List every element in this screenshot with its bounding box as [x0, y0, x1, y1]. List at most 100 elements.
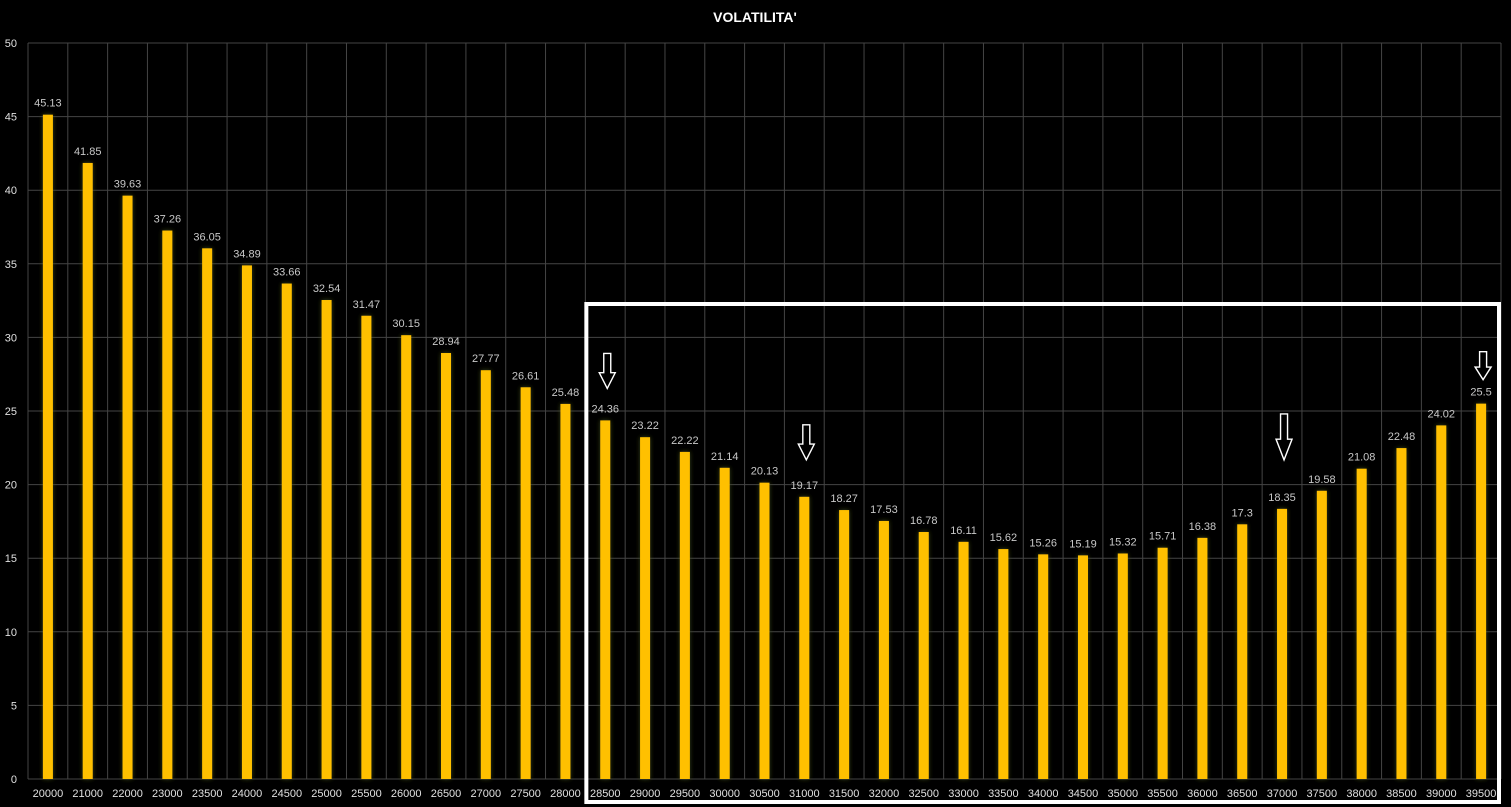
bar-21000 — [82, 162, 93, 779]
bar-37000 — [1277, 508, 1288, 779]
data-label-31500: 18.27 — [830, 493, 858, 505]
x-tick-label-30000: 30000 — [709, 788, 740, 800]
bar-28500 — [600, 420, 611, 779]
bar-36000 — [1197, 537, 1208, 779]
x-tick-label-36500: 36500 — [1227, 788, 1258, 800]
data-label-22000: 39.63 — [114, 179, 142, 191]
data-label-32500: 16.78 — [910, 515, 938, 527]
data-label-36000: 16.38 — [1189, 521, 1217, 533]
x-tick-label-27000: 27000 — [471, 788, 502, 800]
x-tick-label-33500: 33500 — [988, 788, 1019, 800]
x-tick-label-38500: 38500 — [1386, 788, 1417, 800]
bar-35500 — [1157, 547, 1168, 779]
bar-36500 — [1237, 524, 1248, 779]
data-label-35000: 15.32 — [1109, 536, 1137, 548]
data-label-24500: 33.66 — [273, 267, 301, 279]
x-tick-label-21000: 21000 — [72, 788, 103, 800]
bar-26500 — [441, 353, 452, 779]
bar-33000 — [958, 541, 969, 779]
x-tick-label-35000: 35000 — [1108, 788, 1139, 800]
x-tick-label-36000: 36000 — [1187, 788, 1218, 800]
data-label-31000: 19.17 — [791, 480, 819, 492]
bar-22000 — [122, 195, 133, 780]
x-tick-label-23000: 23000 — [152, 788, 183, 800]
data-label-37500: 19.58 — [1308, 474, 1336, 486]
y-tick-label-35: 35 — [5, 259, 17, 271]
bar-31000 — [799, 496, 810, 779]
y-tick-label-15: 15 — [5, 553, 17, 565]
y-tick-label-40: 40 — [5, 185, 17, 197]
x-tick-label-20000: 20000 — [33, 788, 64, 800]
data-label-38500: 22.48 — [1388, 431, 1416, 443]
bar-26000 — [401, 335, 412, 779]
data-label-30500: 20.13 — [751, 466, 779, 478]
x-tick-label-37000: 37000 — [1267, 788, 1298, 800]
data-label-29000: 23.22 — [631, 420, 659, 432]
x-tick-label-35500: 35500 — [1147, 788, 1178, 800]
x-tick-label-25500: 25500 — [351, 788, 382, 800]
data-label-28000: 25.48 — [552, 387, 580, 399]
bar-32000 — [878, 520, 889, 779]
x-tick-label-32000: 32000 — [869, 788, 900, 800]
chart-title: VOLATILITA' — [713, 9, 797, 25]
bar-39000 — [1436, 425, 1447, 779]
bar-23500 — [202, 248, 213, 779]
bar-30500 — [759, 482, 770, 779]
bar-30000 — [719, 467, 730, 779]
data-label-34500: 15.19 — [1069, 538, 1097, 550]
x-tick-label-33000: 33000 — [948, 788, 979, 800]
x-tick-label-29000: 29000 — [630, 788, 661, 800]
data-label-25500: 31.47 — [353, 299, 381, 311]
down-arrow-icon — [1473, 350, 1493, 381]
x-tick-label-22000: 22000 — [112, 788, 143, 800]
bar-32500 — [918, 531, 929, 779]
bar-34500 — [1077, 555, 1088, 779]
bar-27500 — [520, 387, 531, 779]
x-tick-label-31500: 31500 — [829, 788, 860, 800]
x-tick-label-24500: 24500 — [271, 788, 302, 800]
bar-27000 — [480, 370, 491, 779]
x-tick-label-39500: 39500 — [1466, 788, 1497, 800]
down-arrow-icon — [797, 424, 816, 462]
y-tick-label-0: 0 — [11, 774, 17, 786]
bar-20000 — [42, 114, 53, 779]
data-label-30000: 21.14 — [711, 451, 739, 463]
y-tick-label-10: 10 — [5, 627, 17, 639]
y-tick-label-30: 30 — [5, 332, 17, 344]
bar-25500 — [361, 315, 372, 779]
bar-33500 — [998, 549, 1009, 779]
annotations — [584, 302, 1501, 804]
data-label-37000: 18.35 — [1268, 492, 1296, 504]
bar-24500 — [281, 283, 292, 779]
data-label-27000: 27.77 — [472, 353, 500, 365]
highlight-box — [584, 302, 1501, 804]
bar-38500 — [1396, 448, 1407, 779]
data-label-23000: 37.26 — [154, 214, 182, 226]
bar-29500 — [679, 451, 690, 779]
bar-31500 — [839, 510, 850, 779]
data-label-28500: 24.36 — [591, 403, 619, 415]
down-arrow-icon — [1275, 413, 1294, 462]
y-axis: 0 5 10 15 20 25 30 35 40 45 50 — [5, 38, 17, 786]
bar-series — [42, 114, 1487, 780]
y-tick-label-50: 50 — [5, 38, 17, 50]
down-arrow-icon — [598, 352, 617, 390]
x-tick-label-34500: 34500 — [1068, 788, 1099, 800]
data-label-23500: 36.05 — [193, 231, 221, 243]
x-tick-label-37500: 37500 — [1307, 788, 1338, 800]
x-tick-label-24000: 24000 — [232, 788, 263, 800]
data-label-39500: 25.5 — [1470, 387, 1491, 399]
bar-38000 — [1356, 468, 1367, 779]
data-label-32000: 17.53 — [870, 504, 898, 516]
bar-37500 — [1316, 490, 1327, 779]
x-tick-label-23500: 23500 — [192, 788, 223, 800]
bar-29000 — [640, 437, 651, 779]
x-tick-label-28000: 28000 — [550, 788, 581, 800]
data-label-27500: 26.61 — [512, 370, 540, 382]
data-label-33500: 15.62 — [990, 532, 1018, 544]
bar-39500 — [1476, 403, 1487, 779]
data-label-39000: 24.02 — [1428, 408, 1456, 420]
data-label-21000: 41.85 — [74, 146, 102, 158]
x-tick-label-26500: 26500 — [431, 788, 462, 800]
